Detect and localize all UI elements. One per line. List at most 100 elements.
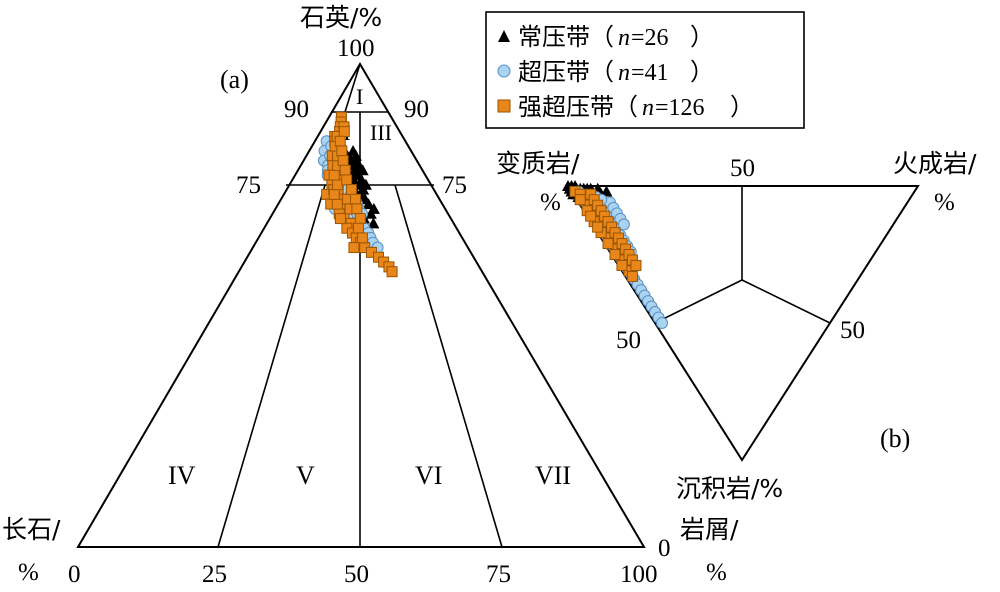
apex-feldspar-unit: % [18,559,39,586]
b-mark-top-50: 50 [730,155,755,182]
bottom-tick-75: 75 [486,561,511,588]
legend-strong-label: 强超压带 [518,93,614,121]
a-square-point [339,164,351,176]
a-square-point [341,174,353,186]
a-square-point [337,155,349,167]
a-square-point [354,213,366,225]
field-VI: VI [415,461,442,490]
legend-strong-n: n [642,95,654,121]
legend-circle-icon [497,64,511,78]
right-scale-90: 90 [404,96,429,123]
legend-strong-paren-open: （ [614,93,638,121]
panel-a-label: (a) [220,65,249,94]
panel-b-label: (b) [880,424,910,453]
bottom-tick-0: 0 [68,561,81,588]
legend-strong-value: =126 [655,95,705,121]
right-scale-75: 75 [442,172,467,199]
b-square-point [602,238,614,250]
apex-feldspar-label: 长石/ [2,515,61,544]
b-circle-point [656,317,668,329]
b-mark-left-50: 50 [616,327,641,354]
a-square-point [328,188,340,200]
a-triangle-point [367,202,380,214]
b-triangle-point [600,185,613,197]
left-scale-90: 90 [284,96,309,123]
a-square-point [332,179,344,191]
b-square-point [626,270,638,282]
b-apex-metamorphic-unit: % [540,189,561,216]
a-square-point [338,126,350,138]
divider-1-2 [344,63,361,113]
panel-b: 变质岩/ % 火成岩/ % 沉积岩/% 50 50 50 (b) [496,149,977,503]
b-apex-igneous-unit: % [934,189,955,216]
legend-item-strong: 强超压带 （ n =126 ） [497,93,754,121]
b-divider-left [654,279,743,324]
a-triangle-point [367,217,380,229]
legend: 常压带 （ n =26 ） 超压带 （ n =41 ） 强超压带 （ n =12… [485,11,805,129]
panel-a: (a) 石英/% 100 90 75 90 75 I II III IV V V… [2,3,739,588]
a-square-point [351,203,363,215]
b-square-point [592,221,604,233]
b-square-point [574,194,586,206]
legend-normal-paren-open: （ [590,23,614,51]
a-square-point [328,169,340,181]
legend-box [485,11,805,129]
b-apex-igneous: 火成岩/ [893,149,977,178]
legend-normal-paren-close: ） [690,23,714,51]
legend-strong-paren-close: ） [730,93,754,121]
apex-quartz-label: 石英/% [300,3,382,32]
panel-a-marks [317,111,398,278]
legend-over-paren-close: ） [690,58,714,86]
right-corner-zero: 0 [658,535,671,562]
b-apex-metamorphic: 变质岩/ [496,149,580,178]
field-VII: VII [535,461,571,490]
b-circle-point [617,218,630,231]
bottom-tick-25: 25 [202,561,227,588]
a-square-point [334,135,346,147]
apex-lithic-label: 岩屑/ [680,515,739,544]
legend-over-label: 超压带 [518,58,590,86]
divider-6-7 [394,184,503,548]
b-square-point [616,259,628,271]
triangle-a-outline [76,62,646,548]
a-triangle-point [362,198,375,210]
panel-b-marks [562,180,668,329]
legend-triangle-icon [498,30,510,42]
a-square-point [334,213,346,225]
a-triangle-point [359,178,372,190]
a-square-point [336,145,348,157]
field-IV: IV [168,461,196,490]
legend-item-normal: 常压带 （ n =26 ） [498,23,714,51]
field-I: I [356,84,363,109]
a-square-point [356,232,368,244]
legend-normal-n: n [618,25,630,51]
field-V: V [296,461,315,490]
a-square-point [331,198,343,210]
b-square-point [585,210,597,222]
apex-lithic-unit: % [706,559,727,586]
a-square-point [348,242,360,254]
legend-square-icon [497,99,511,113]
a-square-point [352,222,364,234]
a-square-point [386,266,398,278]
divider-4-5 [217,184,326,548]
legend-item-over: 超压带 （ n =41 ） [497,58,714,86]
apex-100-label: 100 [337,35,375,62]
left-scale-75: 75 [236,172,261,199]
b-divider-right [741,279,831,324]
b-apex-sedimentary: 沉积岩/% [676,474,783,503]
a-square-point [345,184,357,196]
legend-over-value: =41 [631,60,669,86]
legend-over-n: n [618,60,630,86]
a-triangle-point [356,164,369,176]
a-square-point [350,193,362,205]
a-triangle-point [349,149,362,161]
legend-normal-label: 常压带 [518,23,590,51]
b-square-point [609,249,621,260]
bottom-tick-50: 50 [344,561,369,588]
b-square-point [630,259,642,271]
legend-over-paren-open: （ [590,58,614,86]
bottom-tick-100: 100 [620,561,658,588]
b-mark-right-50: 50 [840,317,865,344]
